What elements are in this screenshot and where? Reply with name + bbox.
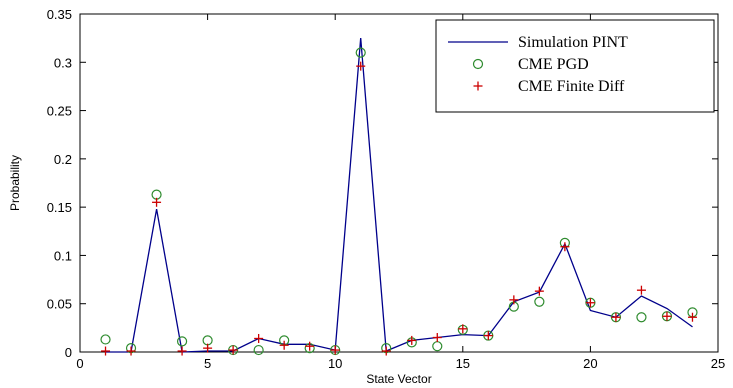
data-point xyxy=(305,341,315,351)
data-point xyxy=(101,346,111,356)
x-tick-label: 0 xyxy=(76,356,83,371)
data-point xyxy=(636,312,647,323)
series-line xyxy=(105,38,693,353)
x-tick-label: 20 xyxy=(583,356,597,371)
y-tick-label: 0.2 xyxy=(54,152,72,167)
series-layer xyxy=(100,38,698,356)
data-point xyxy=(458,324,468,334)
x-tick-label: 10 xyxy=(328,356,342,371)
x-tick-label: 25 xyxy=(711,356,725,371)
x-tick-label: 5 xyxy=(204,356,211,371)
y-tick-label: 0.15 xyxy=(47,200,72,215)
data-point xyxy=(253,344,264,356)
legend-label: CME Finite Diff xyxy=(518,78,625,95)
y-axis-title: Probability xyxy=(8,155,22,211)
data-point xyxy=(432,333,442,343)
data-point xyxy=(534,286,544,296)
legend-entry: CME Finite Diff xyxy=(473,78,625,95)
data-point xyxy=(176,336,188,347)
data-point xyxy=(483,331,493,341)
data-point xyxy=(611,312,621,322)
data-point xyxy=(560,242,570,252)
data-point xyxy=(152,197,162,207)
series-simulation-pint xyxy=(105,38,693,353)
data-point xyxy=(534,296,545,307)
data-point xyxy=(100,334,111,345)
data-point xyxy=(254,333,264,343)
legend-entry: Simulation PINT xyxy=(448,34,628,51)
axis-ticks: 0 5 10 15 20 25 0 0.05 0.1 0.15 0.2 0.25 0.3 0.35 xyxy=(47,7,726,371)
data-point xyxy=(509,295,519,305)
legend-marker-swatch xyxy=(472,58,484,70)
data-point xyxy=(662,311,672,321)
data-point xyxy=(228,345,238,355)
data-point xyxy=(177,346,187,356)
legend-marker-swatch xyxy=(473,81,483,91)
y-tick-label: 0.1 xyxy=(54,248,72,263)
data-point xyxy=(203,343,213,353)
x-tick-label: 15 xyxy=(456,356,470,371)
y-tick-label: 0.35 xyxy=(47,7,72,22)
series-cme-finite-diff xyxy=(101,61,697,356)
y-tick-label: 0 xyxy=(65,345,72,360)
data-point xyxy=(126,346,136,356)
y-tick-label: 0.05 xyxy=(47,297,72,312)
legend-label: CME PGD xyxy=(518,56,589,73)
legend-entry: CME PGD xyxy=(472,56,589,73)
data-point xyxy=(279,340,289,350)
data-point xyxy=(381,346,391,356)
data-point xyxy=(407,335,417,345)
data-point xyxy=(356,61,366,71)
data-point xyxy=(355,47,366,58)
legend-label: Simulation PINT xyxy=(518,34,628,51)
x-axis-title: State Vector xyxy=(366,372,431,386)
data-point xyxy=(585,298,595,308)
data-point xyxy=(330,345,340,355)
legend: Simulation PINT CME PGD CME Finite Diff xyxy=(435,19,715,113)
data-point xyxy=(636,285,646,295)
y-tick-label: 0.25 xyxy=(47,104,72,119)
y-tick-label: 0.3 xyxy=(54,55,72,70)
data-point xyxy=(687,312,697,322)
